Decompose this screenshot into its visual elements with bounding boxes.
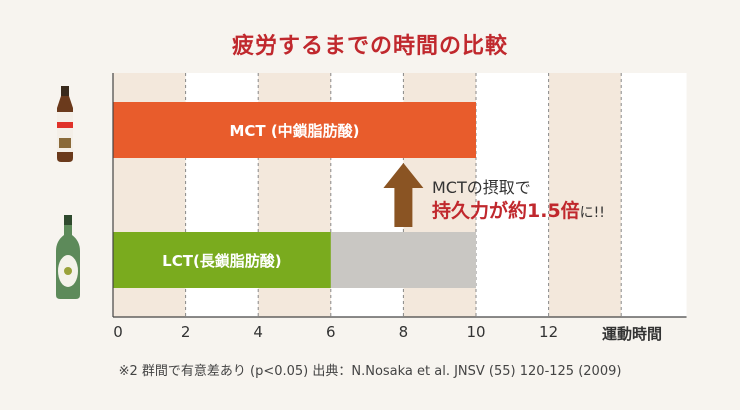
- up-arrow-icon: [383, 163, 424, 227]
- chart-title: 疲労するまでの時間の比較: [231, 34, 508, 59]
- x-axis-label: 運動時間: [602, 325, 663, 343]
- grid-band: [548, 73, 622, 317]
- annotation-emphasis: 持久力が約1.5倍: [432, 200, 580, 222]
- annotation-suffix: に!!: [579, 205, 605, 221]
- annotation-line1: MCTの摂取で: [432, 178, 531, 197]
- olive-oil-bottle-icon: [56, 215, 80, 299]
- bar-lct: [113, 232, 331, 288]
- footnote: ※2 群間で有意差あり (p<0.05) 出典：N.Nosaka et al. …: [118, 364, 622, 379]
- x-tick-label: 10: [466, 323, 486, 341]
- bar-mct: [113, 102, 476, 158]
- x-tick-label: 12: [539, 323, 559, 341]
- x-tick-label: 8: [398, 323, 409, 341]
- x-tick-label: 2: [180, 323, 191, 341]
- bar-label-mct: MCT (中鎖脂肪酸): [229, 122, 360, 140]
- x-tick-label: 6: [326, 323, 336, 341]
- x-tick-label: 4: [253, 323, 263, 341]
- annotation-line2: 持久力が約1.5倍に!!: [432, 196, 605, 223]
- bar-label-lct: LCT(長鎖脂肪酸): [162, 252, 282, 270]
- mct-oil-bottle-icon: [57, 86, 73, 162]
- x-tick-label: 0: [113, 323, 123, 341]
